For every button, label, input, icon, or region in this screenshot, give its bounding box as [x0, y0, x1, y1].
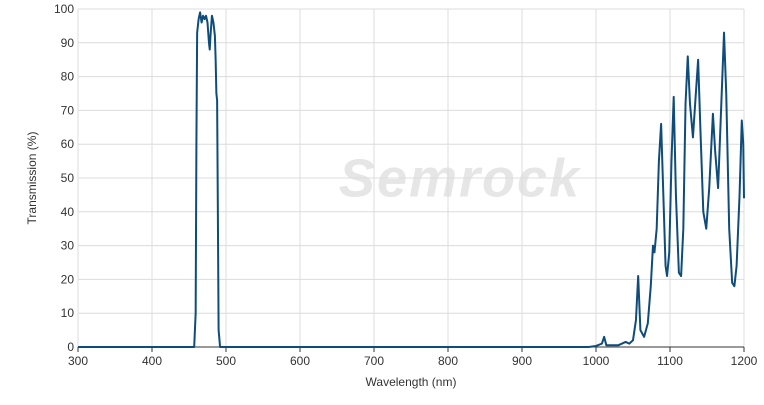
- x-tick-label: 500: [216, 354, 236, 368]
- x-axis-label: Wavelength (nm): [366, 375, 457, 389]
- spectrum-line: [78, 11, 745, 348]
- x-tick-label: 900: [512, 354, 532, 368]
- y-tick-label: 60: [61, 137, 75, 151]
- y-tick-label: 100: [54, 2, 74, 16]
- x-tick-label: 1100: [657, 354, 683, 368]
- y-axis-label: Transmission (%): [25, 132, 39, 225]
- x-tick-label: 300: [68, 354, 88, 368]
- x-tick-label: 1000: [583, 354, 610, 368]
- y-tick-label: 0: [67, 340, 74, 354]
- x-tick-label: 1200: [731, 354, 758, 368]
- y-tick-label: 10: [61, 306, 75, 320]
- x-tick-label: 700: [364, 354, 384, 368]
- y-tick-label: 20: [61, 272, 75, 286]
- y-tick-label: 50: [61, 171, 75, 185]
- x-tick-label: 600: [290, 354, 310, 368]
- y-tick-label: 40: [61, 205, 75, 219]
- x-tick-label: 800: [438, 354, 458, 368]
- y-tick-label: 70: [61, 103, 75, 117]
- y-tick-label: 30: [61, 239, 75, 253]
- x-tick-label: 400: [142, 354, 162, 368]
- y-tick-label: 80: [61, 70, 75, 84]
- y-tick-label: 90: [61, 36, 75, 50]
